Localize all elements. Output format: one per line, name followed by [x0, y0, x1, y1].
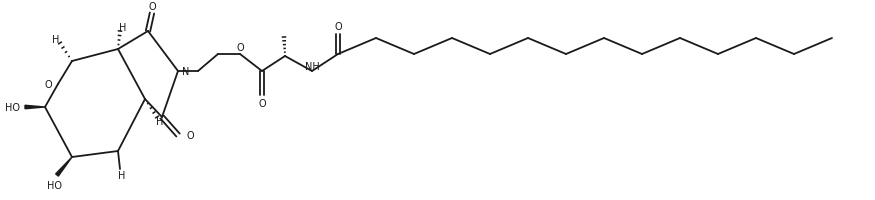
Text: H: H — [119, 23, 127, 33]
Text: H: H — [157, 116, 164, 126]
Text: N: N — [182, 67, 189, 77]
Text: O: O — [334, 22, 342, 32]
Polygon shape — [25, 106, 45, 109]
Text: O: O — [258, 99, 266, 108]
Text: O: O — [186, 130, 193, 140]
Text: HO: HO — [5, 102, 20, 112]
Text: O: O — [236, 43, 244, 53]
Text: H: H — [118, 170, 126, 180]
Text: O: O — [148, 2, 156, 12]
Text: NH: NH — [304, 62, 319, 72]
Text: HO: HO — [46, 180, 61, 190]
Polygon shape — [56, 157, 72, 176]
Text: O: O — [45, 80, 52, 90]
Text: H: H — [52, 35, 60, 45]
